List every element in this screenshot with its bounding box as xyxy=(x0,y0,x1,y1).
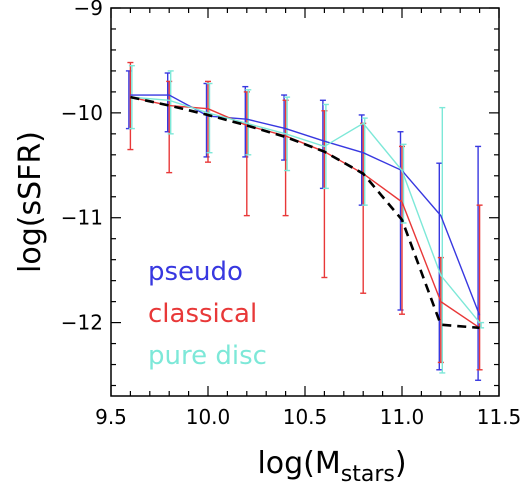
y-tick-label: −11 xyxy=(61,206,103,230)
x-tick-label: 9.5 xyxy=(95,405,127,429)
x-axis-title: log(Mstars) xyxy=(257,446,406,486)
error-bar xyxy=(322,103,329,190)
x-tick-label: 11.5 xyxy=(477,405,520,429)
x-tick-label: 11.0 xyxy=(380,405,425,429)
error-bar xyxy=(476,204,483,371)
error-bar xyxy=(127,61,134,151)
error-bar xyxy=(361,117,368,206)
series-line-classical xyxy=(130,96,480,329)
error-bar xyxy=(400,143,407,224)
series-line-pseudo xyxy=(130,94,481,316)
error-bar xyxy=(205,80,211,163)
x-axis-title-end: ) xyxy=(395,446,407,481)
series-line-pure-disc xyxy=(130,96,481,324)
legend-entry-pseudo: pseudo xyxy=(148,257,243,287)
x-tick-label: 10.0 xyxy=(186,405,231,429)
y-axis-title: log(sSFR) xyxy=(13,131,48,273)
error-bar xyxy=(206,82,213,154)
error-bar xyxy=(245,89,252,156)
y-tick-label: −12 xyxy=(61,311,103,335)
error-bar xyxy=(439,106,446,374)
y-tick-label: −10 xyxy=(61,101,103,125)
x-tick-label: 10.5 xyxy=(283,405,328,429)
legend-entry-classical: classical xyxy=(148,299,257,329)
error-bar xyxy=(167,70,174,135)
error-bar xyxy=(436,162,443,371)
legend-entry-pure-disc: pure disc xyxy=(148,341,267,371)
error-bar xyxy=(475,145,482,381)
y-tick-label: −9 xyxy=(74,0,103,20)
series-line-dashed xyxy=(130,95,480,330)
x-axis-title-main: log(M xyxy=(257,446,340,481)
x-axis-title-sub: stars xyxy=(341,462,395,486)
